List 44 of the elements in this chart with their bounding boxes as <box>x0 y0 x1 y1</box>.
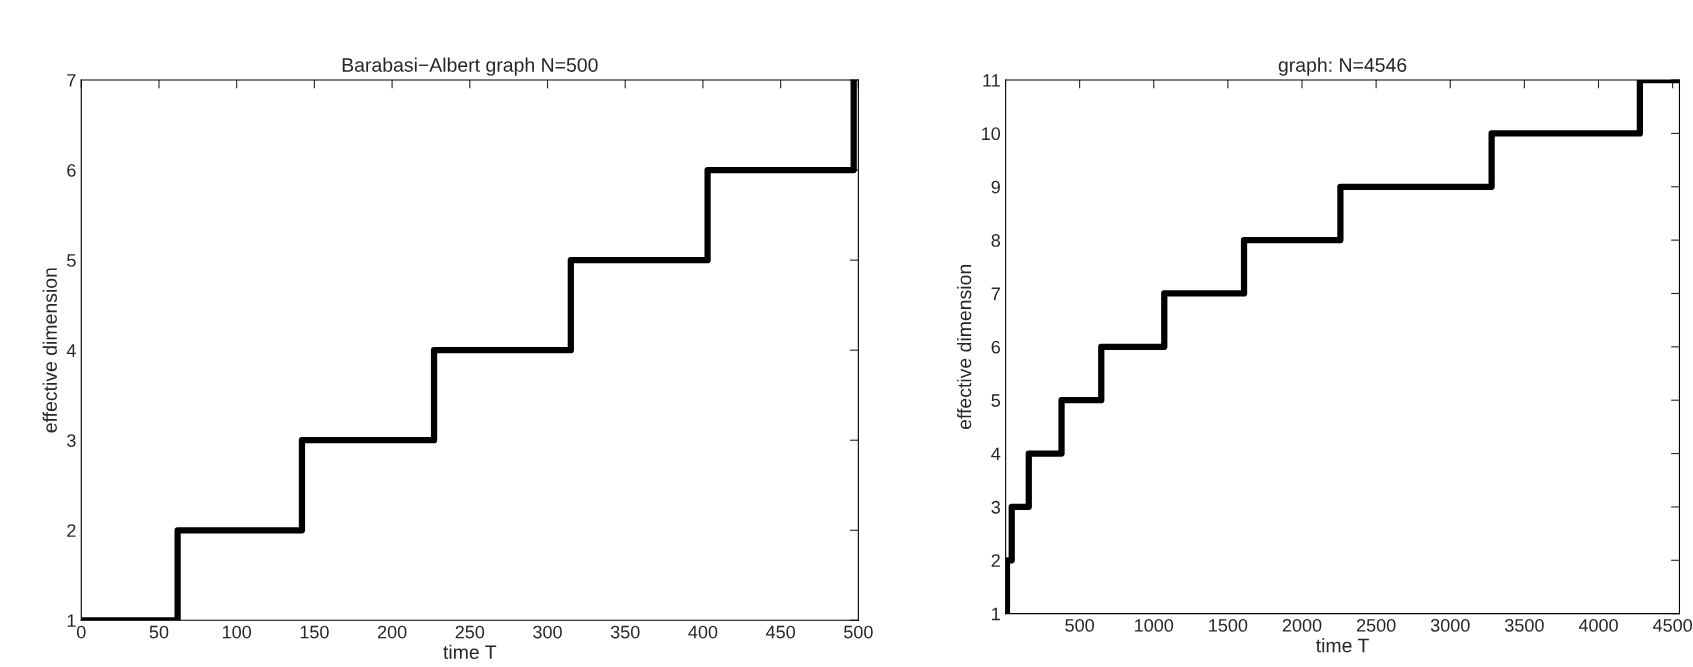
y-tick-label: 1 <box>67 614 76 627</box>
chart-title: Barabasi−Albert graph N=500 <box>342 57 598 76</box>
y-tick-label: 4 <box>991 447 1001 461</box>
x-tick-label: 500 <box>1065 618 1094 632</box>
x-tick-label: 4500 <box>1652 618 1693 632</box>
x-tick-label: 150 <box>300 625 329 639</box>
x-tick-label: 0 <box>76 625 86 639</box>
y-tick-label: 6 <box>67 164 76 177</box>
y-tick-label: 5 <box>991 394 1001 407</box>
y-tick-label: 9 <box>991 180 1000 194</box>
y-axis-title: effective dimension <box>957 265 972 430</box>
x-tick-label: 3000 <box>1430 618 1470 632</box>
x-tick-label: 200 <box>377 625 407 639</box>
y-tick-label: 2 <box>67 524 76 537</box>
x-tick-label: 100 <box>223 625 252 639</box>
x-tick-label: 250 <box>455 625 485 639</box>
y-tick-label: 3 <box>67 434 76 447</box>
y-tick-label: 11 <box>983 74 1000 87</box>
x-tick-label: 300 <box>533 625 562 639</box>
x-tick-label: 50 <box>149 625 169 639</box>
x-tick-label: 2500 <box>1356 618 1396 632</box>
y-tick-label: 3 <box>991 500 1000 514</box>
y-tick-label: 4 <box>66 344 76 357</box>
y-tick-label: 10 <box>982 127 1001 141</box>
x-tick-label: 1000 <box>1135 618 1174 632</box>
x-axis-title: time T <box>1316 638 1369 653</box>
x-tick-label: 3500 <box>1504 618 1544 632</box>
chart-title: graph: N=4546 <box>1278 57 1407 76</box>
x-tick-label: 2000 <box>1282 618 1322 632</box>
y-tick-label: 7 <box>67 74 76 87</box>
y-axis-title: effective dimension <box>42 268 57 433</box>
y-tick-label: 5 <box>67 254 76 267</box>
x-tick-label: 350 <box>610 625 640 639</box>
x-tick-label: 450 <box>766 625 795 639</box>
x-tick-label: 4000 <box>1578 618 1618 632</box>
x-axis-title: time T <box>443 644 497 660</box>
x-tick-label: 500 <box>844 625 873 639</box>
x-tick-label: 400 <box>688 625 718 639</box>
y-tick-label: 8 <box>991 234 1000 247</box>
x-tick-label: 1500 <box>1209 618 1248 632</box>
y-tick-label: 7 <box>991 287 1000 301</box>
y-tick-label: 1 <box>992 607 1000 621</box>
y-tick-label: 6 <box>991 340 1000 354</box>
y-tick-label: 2 <box>991 554 1000 567</box>
